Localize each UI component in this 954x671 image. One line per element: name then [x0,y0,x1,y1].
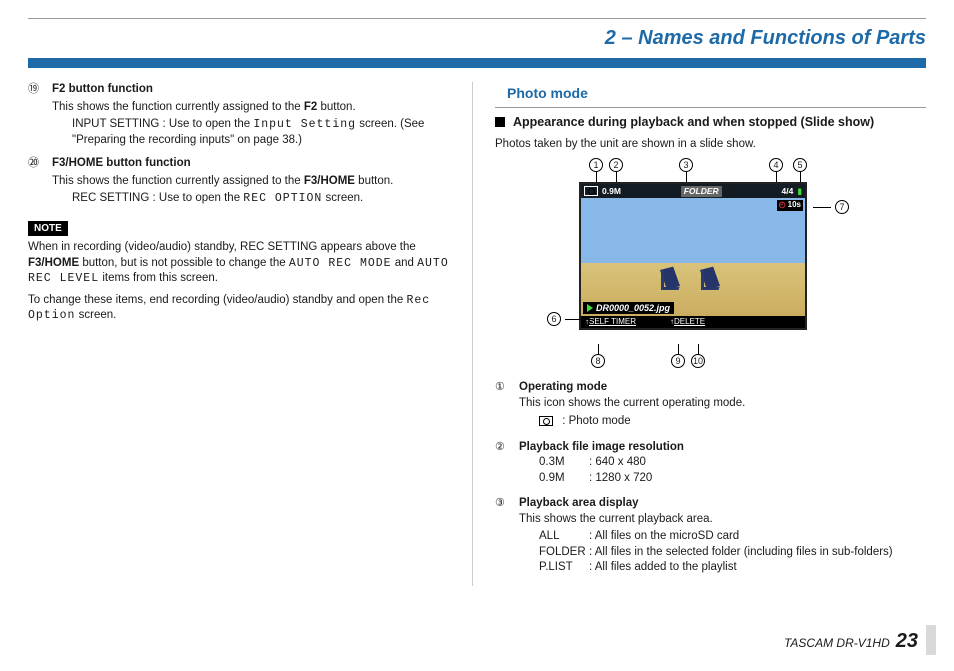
filename-bar: DR0000_0052.jpg [583,302,674,314]
item-subdesc: INPUT SETTING : Use to open the Input Se… [72,117,450,148]
note-tag: NOTE [28,221,68,237]
item-desc: This shows the function currently assign… [52,174,450,190]
section-title: 2 – Names and Functions of Parts [605,21,926,58]
item-subdesc: REC SETTING : Use to open the REC OPTION… [72,191,450,207]
square-bullet-icon [495,117,505,127]
callout-6: 6 [547,312,561,326]
resolution-badge: 0.9M [602,186,621,197]
beach-chair-icon [659,264,685,290]
callout-5: 5 [793,158,807,172]
play-icon [587,304,593,312]
sub-sub-heading: Appearance during playback and when stop… [495,114,926,131]
battery-icon: ▮ [797,186,802,197]
item-number-19: ⑲ [28,82,44,98]
item-heading: F3/HOME button function [52,156,191,172]
photo-mode-heading: Photo mode [495,82,926,107]
column-divider [472,82,473,586]
lcd-screen: 0.9M FOLDER 4/4 ▮ ◴ 10s [579,182,807,330]
callout-7: 7 [835,200,849,214]
camera-icon [584,186,598,196]
callout-8: 8 [591,354,605,368]
beach-chair-icon [699,264,725,290]
item-f3home: ⑳ F3/HOME button function This shows the… [28,156,450,207]
item-f2: ⑲ F2 button function This shows the func… [28,82,450,148]
right-column: Photo mode Appearance during playback an… [495,82,926,586]
lead-text: Photos taken by the unit are shown in a … [495,137,926,153]
callout-1: 1 [589,158,603,172]
lcd-bottombar: ↑SELF TIMER ↑DELETE [581,316,805,328]
count-badge: 4/4 [781,186,793,197]
left-column: ⑲ F2 button function This shows the func… [28,82,450,586]
callout-2: 2 [609,158,623,172]
page-footer: TASCAM DR-V1HD 23 [784,628,918,655]
lcd-diagram: 1 2 3 4 5 0.9M FOLDER 4/4 ▮ [495,158,926,370]
page-number: 23 [896,628,918,655]
lcd-topbar: 0.9M FOLDER 4/4 ▮ [581,184,805,198]
camera-icon [539,416,553,426]
callout-4: 4 [769,158,783,172]
callout-9: 9 [671,354,685,368]
header-accent-bar [28,58,926,68]
thumb-tab [926,625,936,655]
clock-icon: ◴ [779,200,786,211]
enum-playback-area: ③Playback area display This shows the cu… [495,496,926,576]
callout-3: 3 [679,158,693,172]
area-badge: FOLDER [681,186,722,197]
timer-badge: ◴ 10s [777,200,803,211]
item-heading: F2 button function [52,82,153,98]
enum-resolution: ②Playback file image resolution 0.3M: 64… [495,440,926,487]
enum-operating-mode: ①Operating mode This icon shows the curr… [495,380,926,430]
note-body: When in recording (video/audio) standby,… [28,240,450,324]
footer-brand: TASCAM DR-V1HD [784,635,890,651]
item-number-20: ⑳ [28,156,44,172]
item-desc: This shows the function currently assign… [52,100,450,116]
callout-10: 10 [691,354,705,368]
